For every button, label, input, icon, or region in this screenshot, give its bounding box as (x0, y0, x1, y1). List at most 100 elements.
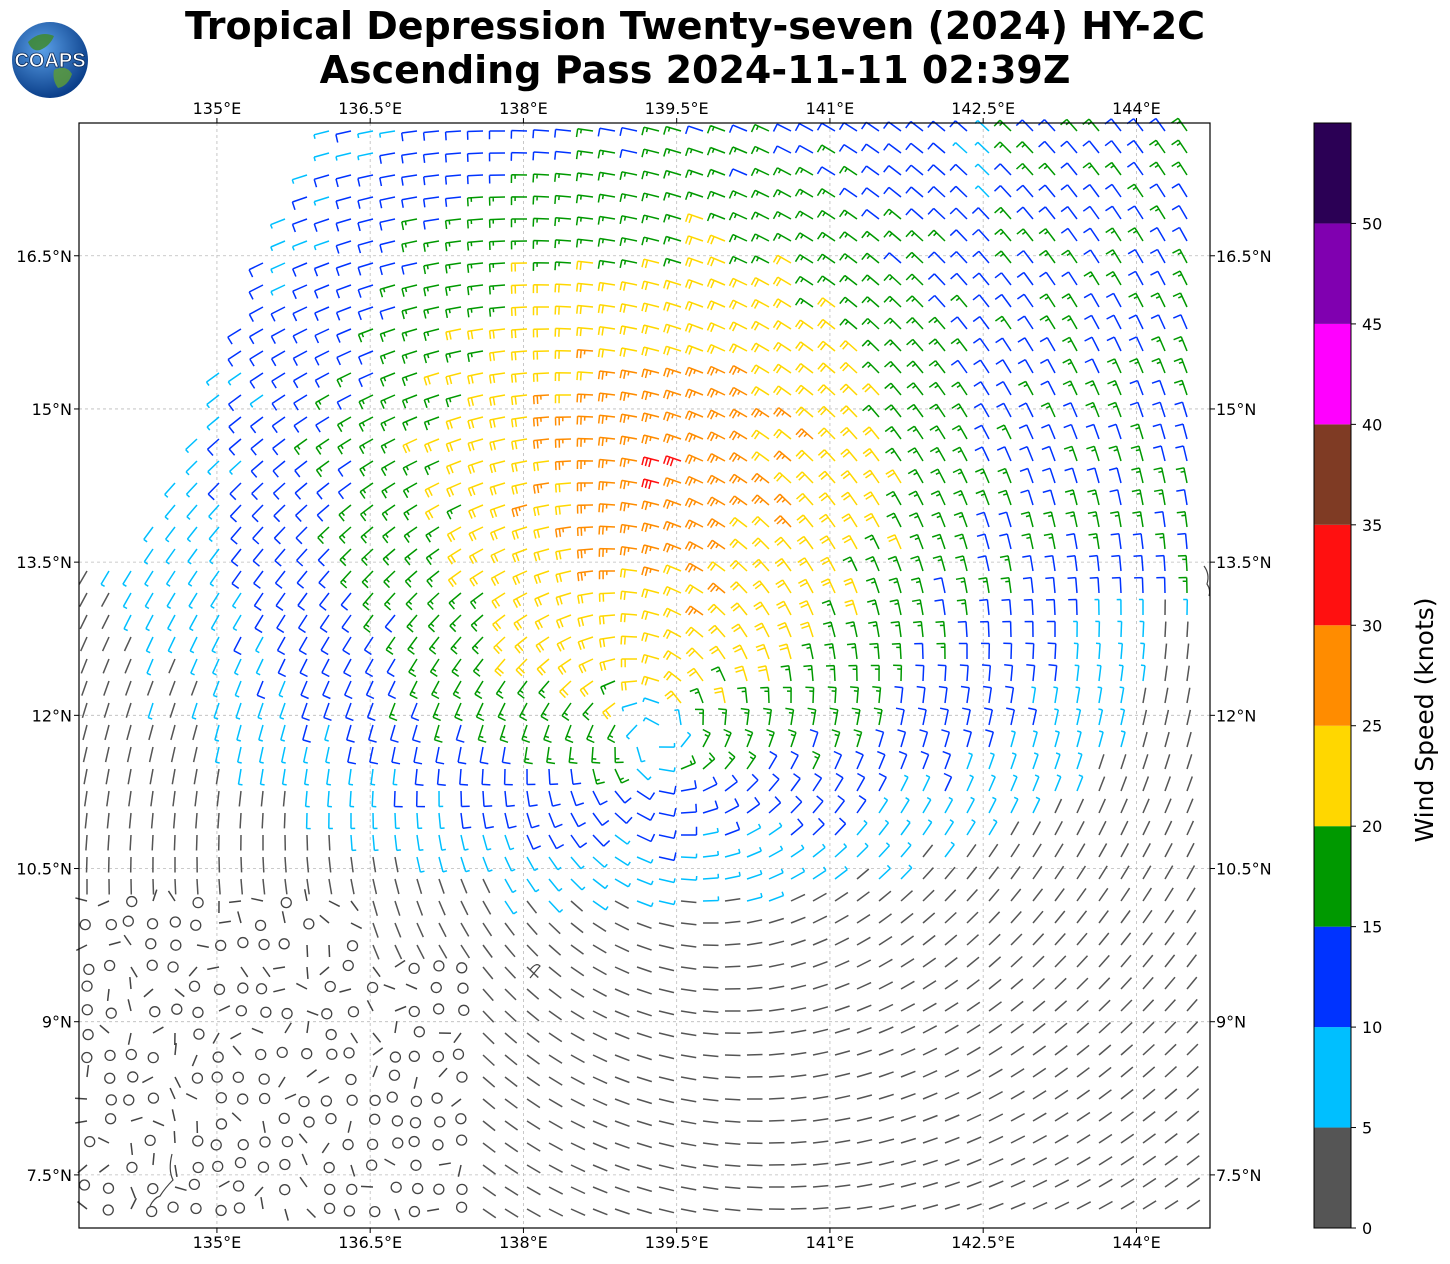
barb-2379 (526, 1208, 541, 1218)
barb-1960 (284, 1022, 292, 1034)
barb-753 (511, 504, 528, 518)
barb-80 (291, 174, 308, 184)
barb-1428 (922, 774, 931, 792)
barb-960 (707, 582, 726, 594)
barb-1507 (416, 834, 424, 852)
barb-1254 (455, 724, 465, 743)
barb-2179 (614, 1120, 630, 1128)
barb-1245 (258, 724, 264, 742)
barb-302 (532, 284, 550, 294)
barb-842 (361, 548, 374, 567)
barb-1623 (724, 871, 741, 880)
barb-775 (997, 489, 1012, 506)
barb-812 (751, 516, 770, 528)
barb-1350 (326, 768, 332, 786)
barb-1152 (452, 680, 462, 700)
barb-1149 (387, 680, 397, 700)
barb-1602 (262, 878, 266, 895)
barb-588 (973, 402, 990, 418)
barb-2287 (746, 1164, 763, 1167)
barb-734 (1131, 467, 1144, 484)
barb-1370 (768, 750, 778, 770)
barb-766 (796, 492, 814, 506)
barb-647 (250, 460, 264, 478)
barb-491 (817, 362, 836, 374)
barb-2303 (1098, 1156, 1113, 1166)
barb-1067 (822, 621, 836, 638)
barb-115 (1060, 162, 1078, 176)
calm-circle-1700 (169, 916, 181, 928)
calm-circle-2166 (325, 1113, 337, 1125)
barb-2284 (680, 1164, 697, 1169)
barb-748 (403, 504, 418, 521)
colorbar-tick-label-7: 35 (1362, 516, 1382, 535)
barb-1964 (372, 1032, 382, 1043)
lat-label-right-6: 7.5°N (1216, 1166, 1261, 1185)
barb-1837 (944, 957, 958, 968)
barb-5 (422, 130, 440, 141)
barb-1529 (900, 819, 911, 836)
barb-1210 (602, 702, 616, 720)
barb-1303 (413, 746, 423, 765)
barb-139 (684, 191, 704, 201)
barb-530 (684, 388, 704, 399)
calm-circle-2268 (323, 1161, 335, 1174)
barb-2384 (636, 1208, 653, 1215)
barb-2030 (702, 1054, 719, 1058)
barb-2140 (878, 1093, 894, 1100)
barb-750 (446, 504, 462, 520)
barb-1202 (432, 702, 441, 722)
barb-1358 (503, 768, 513, 786)
barb-1420 (746, 773, 759, 792)
barb-1665 (526, 900, 538, 914)
barb-539 (884, 382, 902, 396)
barb-1743 (1120, 910, 1131, 924)
barb-1779 (790, 939, 806, 946)
barb-1369 (746, 750, 757, 770)
barb-1028 (1094, 598, 1100, 616)
barb-701 (402, 482, 418, 499)
barb-1008 (641, 610, 660, 621)
barb-1535 (1032, 821, 1042, 836)
calm-circle-1855 (213, 983, 226, 996)
barb-395 (663, 323, 682, 334)
barb-1275 (917, 707, 927, 726)
barb-1125 (980, 642, 991, 660)
barb-384 (423, 328, 440, 341)
barb-1338 (1186, 731, 1192, 748)
barb-279 (972, 250, 990, 264)
barb-1847 (1164, 954, 1176, 968)
barb-554 (228, 416, 242, 434)
barb-2041 (944, 1047, 959, 1056)
calm-circle-1814 (433, 960, 445, 972)
barb-628 (840, 426, 858, 440)
calm-circle-2058 (191, 1072, 204, 1084)
barb-653 (380, 460, 396, 477)
barb-1707 (319, 914, 330, 924)
barb-624 (750, 429, 770, 440)
barb-405 (883, 317, 902, 330)
barb-244 (1149, 226, 1166, 242)
barb-692 (207, 482, 220, 501)
barb-1774 (680, 944, 697, 948)
barb-533 (750, 386, 770, 397)
barb-93 (575, 172, 594, 182)
lon-label-bottom-1: 136.5°E (338, 1233, 402, 1252)
barb-1405 (415, 790, 426, 808)
barb-2279 (570, 1164, 586, 1173)
barb-1553 (306, 856, 310, 873)
barb-78 (1148, 139, 1166, 154)
barb-86 (422, 174, 440, 186)
barb-947 (427, 592, 440, 611)
barb-827 (1087, 511, 1100, 528)
barb-233 (905, 230, 924, 242)
barb-635 (996, 424, 1012, 440)
barb-2148 (1054, 1089, 1069, 1100)
barb-1163 (686, 667, 704, 682)
barb-1321 (809, 728, 819, 748)
barb-1683 (922, 889, 935, 902)
calm-circle-2363 (167, 1201, 179, 1213)
barb-192 (927, 207, 946, 220)
barb-1618 (614, 878, 632, 888)
barb-2183 (702, 1120, 719, 1124)
